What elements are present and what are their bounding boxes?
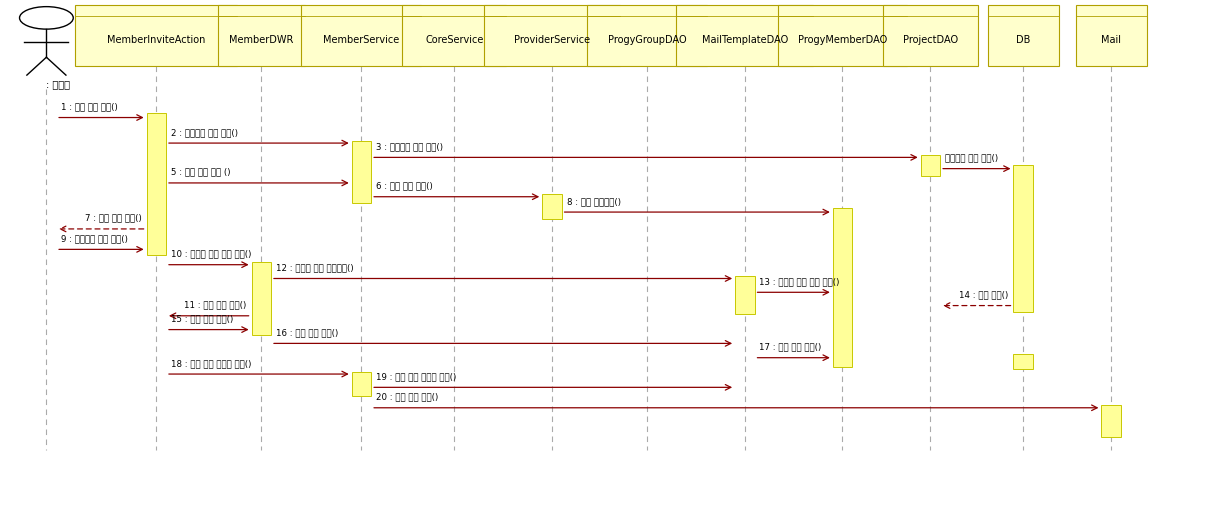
Bar <box>1013 354 1033 369</box>
Text: 18 : 초대 메일 탬플릿 조회(): 18 : 초대 메일 탬플릿 조회() <box>171 359 252 368</box>
FancyBboxPatch shape <box>883 5 978 66</box>
FancyBboxPatch shape <box>217 5 305 66</box>
Text: CoreService: CoreService <box>425 35 484 45</box>
FancyBboxPatch shape <box>484 5 620 66</box>
FancyBboxPatch shape <box>76 5 237 66</box>
Text: 프로젝트 목록 조회(): 프로젝트 목록 조회() <box>945 153 999 162</box>
Text: ProgyMemberDAO: ProgyMemberDAO <box>797 35 888 45</box>
Text: 20 : 초대 메일 발송(): 20 : 초대 메일 발송() <box>376 392 438 402</box>
Text: 19 : 초대 메일 탬플릿 조회(): 19 : 초대 메일 탬플릿 조회() <box>376 372 457 381</box>
Bar <box>352 141 371 203</box>
Text: 10 : 미메일 중복 여부 조회(): 10 : 미메일 중복 여부 조회() <box>171 249 252 259</box>
Text: MemberInviteAction: MemberInviteAction <box>107 35 205 45</box>
Text: : 사용자: : 사용자 <box>46 79 71 89</box>
FancyBboxPatch shape <box>302 5 421 66</box>
Text: MemberService: MemberService <box>324 35 399 45</box>
FancyBboxPatch shape <box>988 5 1059 66</box>
Text: 9 : 초대정보 저장 요청(): 9 : 초대정보 저장 요청() <box>61 234 128 243</box>
FancyBboxPatch shape <box>587 5 707 66</box>
Text: 3 : 프로젝트 목록 조회(): 3 : 프로젝트 목록 조회() <box>376 142 443 151</box>
Text: 13 : 이메일 중복 여부 조회(): 13 : 이메일 중복 여부 조회() <box>759 277 840 286</box>
Text: 16 : 초대 멤버 저장(): 16 : 초대 멤버 저장() <box>276 328 338 337</box>
Text: Mail: Mail <box>1101 35 1121 45</box>
Text: 5 : 그룹 목록 조회 (): 5 : 그룹 목록 조회 () <box>171 168 231 177</box>
Text: 12 : 이메일 중복 여부조회(): 12 : 이메일 중복 여부조회() <box>276 263 354 272</box>
FancyBboxPatch shape <box>778 5 907 66</box>
Bar <box>1013 165 1033 312</box>
Text: 14 : 결과 반환(): 14 : 결과 반환() <box>960 290 1009 299</box>
Text: 7 : 초대 화면 요청(): 7 : 초대 화면 요청() <box>85 214 142 223</box>
Text: 15 : 초대 멤버 저장(): 15 : 초대 멤버 저장() <box>171 314 233 323</box>
Text: ProviderService: ProviderService <box>514 35 590 45</box>
Text: 11 : 초대 정보 저장(): 11 : 초대 정보 저장() <box>184 300 247 310</box>
Text: ProjectDAO: ProjectDAO <box>902 35 958 45</box>
Bar <box>252 262 271 335</box>
Text: 8 : 그룹 목록조회(): 8 : 그룹 목록조회() <box>567 197 620 206</box>
Text: DB: DB <box>1016 35 1031 45</box>
Text: 17 : 초대 멤버 저장(): 17 : 초대 멤버 저장() <box>759 342 822 352</box>
Text: ProgyGroupDAO: ProgyGroupDAO <box>608 35 686 45</box>
Bar <box>833 208 852 367</box>
Text: 2 : 프로젝트 목록 조회(): 2 : 프로젝트 목록 조회() <box>171 128 238 137</box>
Bar <box>921 155 940 176</box>
FancyBboxPatch shape <box>1076 5 1147 66</box>
Text: 6 : 그룹 목록 조회(): 6 : 그룹 목록 조회() <box>376 181 432 191</box>
Text: 1 : 초대 화면 요청(): 1 : 초대 화면 요청() <box>61 102 117 111</box>
Bar <box>352 372 371 396</box>
FancyBboxPatch shape <box>403 5 505 66</box>
Text: MemberDWR: MemberDWR <box>230 35 293 45</box>
FancyBboxPatch shape <box>676 5 813 66</box>
Bar <box>542 194 562 219</box>
Bar <box>735 276 755 314</box>
Bar <box>1101 405 1121 437</box>
Bar <box>147 113 166 256</box>
Text: MailTemplateDAO: MailTemplateDAO <box>702 35 788 45</box>
